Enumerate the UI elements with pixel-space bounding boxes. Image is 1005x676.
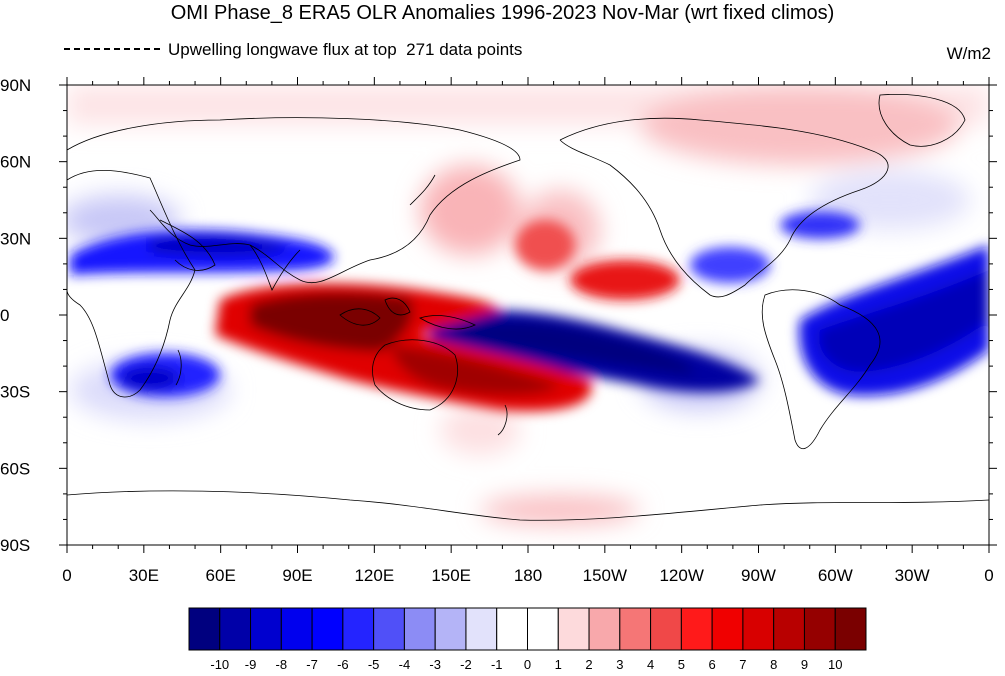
- colorbar-swatch: [834, 607, 867, 651]
- data-points-count: 271 data points: [406, 40, 523, 59]
- longitude-tick-label: 180: [514, 566, 542, 585]
- plot-subtitle: Upwelling longwave flux at top 271 data …: [64, 39, 522, 61]
- longitude-tick-label: 150W: [583, 566, 627, 585]
- latitude-tick-label: 60N: [0, 153, 31, 172]
- colorbar-label: 8: [770, 657, 777, 672]
- longitude-tick-label: 90E: [282, 566, 312, 585]
- plot-title: OMI Phase_8 ERA5 OLR Anomalies 1996-2023…: [170, 2, 835, 24]
- colorbar-label: -5: [368, 657, 380, 672]
- colorbar-label: 6: [709, 657, 716, 672]
- coastlines: [67, 94, 989, 521]
- colorbar-swatch: [680, 607, 713, 651]
- colorbar-label: 5: [678, 657, 685, 672]
- colorbar-label: -1: [491, 657, 503, 672]
- colorbar-labels: -10 -9 -8 -7 -6 -5 -4 -3 -2 -1 0 1 2 3 4 5 6 7 8 9 10: [210, 657, 842, 672]
- colorbar-swatch: [311, 607, 344, 651]
- colorbar-swatch: [373, 607, 405, 651]
- colorbar-label: 9: [801, 657, 808, 672]
- longitude-tick-label: 120E: [354, 566, 394, 585]
- colorbar-swatch: [619, 607, 652, 651]
- colorbar-label: 3: [616, 657, 623, 672]
- colorbar-swatch: [219, 607, 252, 651]
- colorbar-swatch: [250, 607, 282, 651]
- colorbar-swatch: [403, 607, 436, 651]
- latitude-tick-label: 30S: [0, 383, 30, 402]
- colorbar-label: 7: [739, 657, 746, 672]
- longitude-tick-label: 90W: [741, 566, 776, 585]
- longitude-tick-labels: 0 30E 60E 90E 120E 150E 180 150W 120W 90W 60W 30W 0: [62, 566, 993, 585]
- longitude-tick-label: 60W: [818, 566, 853, 585]
- colorbar-label: -3: [429, 657, 441, 672]
- colorbar-label: 1: [555, 657, 562, 672]
- longitude-tick-label: 150E: [431, 566, 471, 585]
- colorbar-label: 2: [585, 657, 592, 672]
- colorbar-swatch: [527, 607, 559, 651]
- latitude-tick-label: 0: [0, 306, 9, 325]
- colorbar-label: 10: [828, 657, 842, 672]
- colorbar-swatch: [280, 607, 313, 651]
- latitude-tick-label: 60S: [0, 459, 30, 478]
- colorbar-swatch: [465, 607, 498, 651]
- longitude-tick-label: 30E: [129, 566, 159, 585]
- colorbar-label: -9: [245, 657, 257, 672]
- colorbar: [188, 607, 867, 651]
- latitude-tick-label: 90S: [0, 536, 30, 555]
- axis-ticks: [59, 77, 997, 553]
- latitude-tick-label: 30N: [0, 229, 31, 248]
- map-area: [67, 85, 989, 545]
- latitude-tick-labels: 90N 60N 30N 0 30S 60S 90S: [0, 76, 31, 555]
- colorbar-swatch: [496, 607, 528, 651]
- colorbar-swatch: [803, 607, 836, 651]
- longitude-tick-label: 0: [62, 566, 71, 585]
- longitude-tick-label: 30W: [895, 566, 930, 585]
- colorbar-label: -6: [337, 657, 349, 672]
- colorbar-label: 4: [647, 657, 654, 672]
- colorbar-swatch: [342, 607, 375, 651]
- colorbar-label: -8: [276, 657, 288, 672]
- longitude-tick-label: 60E: [206, 566, 236, 585]
- variable-description: Upwelling longwave flux at top: [168, 40, 397, 59]
- units-label: W/m2: [946, 44, 991, 63]
- colorbar-swatch: [773, 607, 805, 651]
- dashed-line-icon: [64, 47, 160, 50]
- colorbar-label: 0: [524, 657, 531, 672]
- colorbar-label: -7: [306, 657, 318, 672]
- colorbar-swatch: [650, 607, 682, 651]
- colorbar-swatch: [557, 607, 590, 651]
- longitude-tick-label: 0: [984, 566, 993, 585]
- colorbar-label: -10: [210, 657, 229, 672]
- anomaly-field-cores: [70, 211, 989, 412]
- colorbar-swatch: [434, 607, 467, 651]
- colorbar-label: -2: [460, 657, 472, 672]
- colorbar-swatch: [188, 607, 221, 651]
- colorbar-swatch: [742, 607, 775, 651]
- longitude-tick-label: 120W: [659, 566, 703, 585]
- colorbar-swatch: [588, 607, 621, 651]
- colorbar-label: -4: [399, 657, 411, 672]
- latitude-tick-label: 90N: [0, 76, 31, 95]
- colorbar-swatch: [711, 607, 744, 651]
